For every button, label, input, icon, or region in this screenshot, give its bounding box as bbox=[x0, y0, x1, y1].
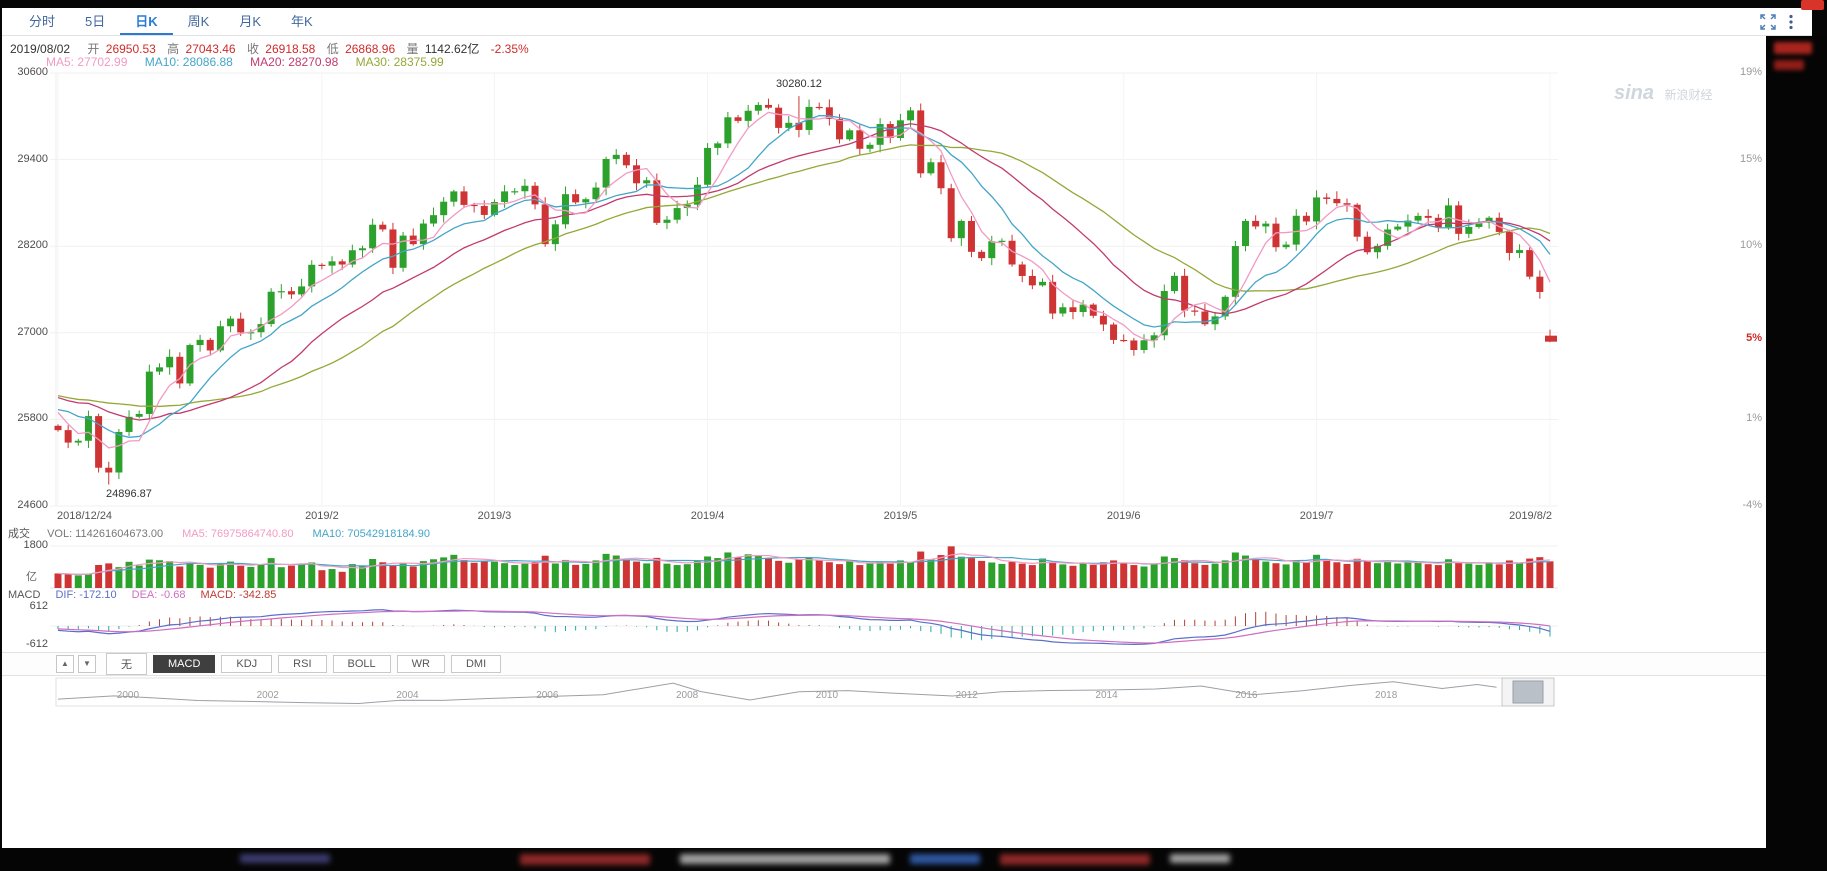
svg-text:2010: 2010 bbox=[816, 690, 839, 701]
more-menu-icon[interactable] bbox=[1788, 14, 1794, 30]
ad-artifact bbox=[240, 854, 330, 863]
ad-artifact bbox=[520, 854, 650, 865]
page-right-strip bbox=[1766, 36, 1827, 871]
ad-artifact bbox=[1000, 854, 1150, 865]
chart-panel: 2000 2002 2004 2006 2008 2010 2012 2014 2016 2018… bbox=[2, 36, 1766, 848]
indicator-tab-rsi[interactable]: RSI bbox=[278, 655, 327, 673]
volume-label: 量 bbox=[406, 42, 419, 56]
tab-5day[interactable]: 5日 bbox=[85, 14, 106, 29]
tab-daily-k[interactable]: 日K bbox=[120, 8, 173, 35]
volume-unit-label: 亿 bbox=[26, 571, 37, 583]
svg-text:2002: 2002 bbox=[257, 690, 280, 701]
annotation-low-price: 24896.87 bbox=[106, 488, 152, 500]
volume-ma10: MA10: 70542918184.90 bbox=[312, 528, 430, 540]
right-strip-red-artifact bbox=[1774, 42, 1812, 54]
ad-artifact bbox=[1170, 854, 1230, 863]
volume-ma5: MA5: 76975864740.80 bbox=[182, 528, 294, 540]
low-value: 26868.96 bbox=[345, 42, 396, 56]
macd-dea-value: DEA: -0.68 bbox=[131, 589, 186, 601]
main-chart-canvas[interactable]: 2000 2002 2004 2006 2008 2010 2012 2014 2016 2018 bbox=[2, 36, 1766, 848]
page-bottom-ad-strip bbox=[0, 848, 1827, 871]
change-percent: -2.35% bbox=[490, 42, 529, 56]
macd-pane-label: MACD bbox=[8, 589, 41, 601]
indicator-tab-none[interactable]: 无 bbox=[106, 653, 147, 675]
volume-pane-label: 成交 bbox=[8, 528, 30, 540]
open-value: 26950.53 bbox=[105, 42, 156, 56]
svg-text:2006: 2006 bbox=[536, 690, 559, 701]
indicator-tab-dmi[interactable]: DMI bbox=[450, 655, 502, 673]
ma-legend: MA5: 27702.99 MA10: 28086.88 MA20: 28270… bbox=[46, 55, 458, 69]
close-label: 收 bbox=[246, 42, 259, 56]
sina-watermark: sina 新浪财经 bbox=[1614, 82, 1713, 105]
indicator-tab-boll[interactable]: BOLL bbox=[332, 655, 391, 673]
ohlc-info-bar: 2019/08/02 开 26950.53 高 27043.46 收 26918… bbox=[10, 40, 529, 57]
quote-date: 2019/08/02 bbox=[10, 42, 71, 56]
sina-logo-text: sina bbox=[1614, 82, 1655, 104]
svg-text:2000: 2000 bbox=[117, 690, 140, 701]
volume-value: 1142.62亿 bbox=[424, 42, 480, 56]
low-label: 低 bbox=[326, 42, 339, 56]
ma5-legend: MA5: 27702.99 bbox=[46, 55, 128, 69]
tab-yearly-k[interactable]: 年K bbox=[290, 14, 313, 29]
fullscreen-icon[interactable] bbox=[1760, 14, 1776, 30]
ad-artifact bbox=[910, 854, 980, 864]
ma20-legend: MA20: 28270.98 bbox=[250, 55, 339, 69]
svg-text:2012: 2012 bbox=[956, 690, 979, 701]
indicator-tab-macd[interactable]: MACD bbox=[153, 655, 216, 673]
svg-text:2004: 2004 bbox=[396, 690, 419, 701]
chart-period-tabbar: 分时 5日 日K 周K 月K 年K bbox=[2, 8, 1812, 36]
page-corner-button bbox=[1801, 0, 1824, 10]
volume-current: VOL: 114261604673.00 bbox=[47, 528, 164, 540]
svg-text:2014: 2014 bbox=[1095, 690, 1118, 701]
annotation-high-price: 30280.12 bbox=[776, 78, 822, 90]
indicator-tab-kdj[interactable]: KDJ bbox=[221, 655, 273, 673]
indicator-scroll-up-button[interactable]: ▲ bbox=[56, 655, 74, 673]
indicator-scroll-down-button[interactable]: ▼ bbox=[78, 655, 96, 673]
svg-text:2016: 2016 bbox=[1235, 690, 1258, 701]
tab-minute[interactable]: 分时 bbox=[29, 14, 56, 29]
svg-text:2008: 2008 bbox=[676, 690, 699, 701]
sina-finance-text: 新浪财经 bbox=[1664, 88, 1713, 102]
macd-dif-value: DIF: -172.10 bbox=[55, 589, 117, 601]
indicator-tab-wr[interactable]: WR bbox=[396, 655, 445, 673]
right-strip-red-artifact bbox=[1774, 60, 1804, 70]
ma10-legend: MA10: 28086.88 bbox=[144, 55, 233, 69]
ad-artifact bbox=[680, 854, 890, 864]
indicator-tabbar: ▲ ▼ 无 MACD KDJ RSI BOLL WR DMI bbox=[2, 652, 1766, 676]
volume-header: 成交 VOL: 114261604673.00 MA5: 76975864740… bbox=[8, 525, 430, 541]
macd-macd-value: MACD: -342.85 bbox=[200, 589, 277, 601]
open-label: 开 bbox=[87, 42, 100, 56]
high-label: 高 bbox=[167, 42, 180, 56]
high-value: 27043.46 bbox=[185, 42, 236, 56]
tab-weekly-k[interactable]: 周K bbox=[187, 14, 210, 29]
macd-header: MACD DIF: -172.10 DEA: -0.68 MACD: -342.… bbox=[8, 589, 276, 601]
svg-text:2018: 2018 bbox=[1375, 690, 1398, 701]
tab-monthly-k[interactable]: 月K bbox=[239, 14, 261, 29]
close-value: 26918.58 bbox=[265, 42, 316, 56]
ma30-legend: MA30: 28375.99 bbox=[355, 55, 444, 69]
